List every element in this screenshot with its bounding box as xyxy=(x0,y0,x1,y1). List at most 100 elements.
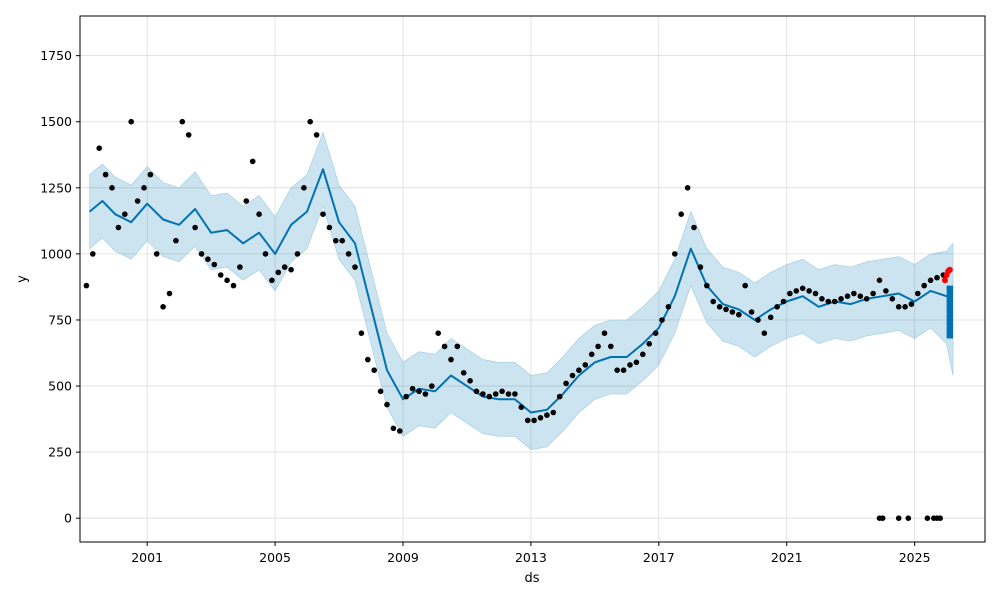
observed-point xyxy=(249,158,256,165)
observed-point xyxy=(531,417,537,424)
observed-point xyxy=(908,301,915,307)
observed-point xyxy=(652,330,659,337)
observed-point xyxy=(153,251,160,257)
observed-point xyxy=(608,343,614,350)
observed-point xyxy=(588,351,595,358)
x-tick-label: 2013 xyxy=(515,550,547,565)
observed-point xyxy=(275,269,282,276)
observed-point xyxy=(128,118,134,125)
observed-point xyxy=(831,298,838,305)
observed-point xyxy=(799,285,806,292)
observed-point xyxy=(384,401,390,408)
observed-point xyxy=(256,211,262,217)
observed-point xyxy=(544,412,550,418)
x-ticks: 2001 2005 2009 2013 2017 2021 2025 xyxy=(131,542,931,565)
observed-point xyxy=(326,224,333,231)
observed-point xyxy=(480,391,486,397)
observed-point xyxy=(761,330,768,337)
observed-point xyxy=(793,288,800,294)
observed-point xyxy=(416,388,422,395)
observed-point xyxy=(704,282,710,289)
observed-point xyxy=(422,391,429,397)
observed-point xyxy=(230,282,237,289)
observed-point xyxy=(294,251,301,257)
future-forecast-bar xyxy=(946,285,954,339)
observed-zero-point xyxy=(937,515,943,521)
observed-point xyxy=(595,343,601,350)
observed-point xyxy=(569,372,576,379)
observed-point xyxy=(435,330,442,337)
plot-frame xyxy=(79,15,986,543)
observed-point xyxy=(141,185,147,191)
observed-point xyxy=(614,367,620,374)
observed-point xyxy=(889,296,896,302)
observed-point xyxy=(166,290,173,297)
y-tick-label: 0 xyxy=(64,511,72,526)
observed-point xyxy=(895,304,902,310)
x-axis-title: ds xyxy=(524,571,539,586)
observed-point xyxy=(844,293,851,300)
x-tick-label: 2009 xyxy=(387,550,419,565)
observed-point xyxy=(678,211,684,217)
observed-point xyxy=(237,264,243,270)
x-tick-label: 2025 xyxy=(899,550,931,565)
y-tick-label: 1000 xyxy=(40,246,72,261)
observed-point xyxy=(684,185,691,191)
observed-point xyxy=(377,388,384,395)
observed-point xyxy=(870,290,876,297)
x-tick-label: 2017 xyxy=(643,550,675,565)
observed-point xyxy=(198,251,205,257)
observed-point xyxy=(550,409,557,416)
observed-point xyxy=(339,237,346,244)
x-tick-label: 2021 xyxy=(771,550,803,565)
observed-point xyxy=(806,288,812,294)
observed-point xyxy=(211,261,218,268)
observed-point xyxy=(691,224,697,231)
observed-point xyxy=(857,293,864,300)
observed-points xyxy=(83,118,953,521)
observed-point xyxy=(742,282,748,289)
observed-point xyxy=(333,237,339,244)
observed-point xyxy=(320,211,326,217)
observed-point xyxy=(665,304,672,310)
observed-point xyxy=(633,359,640,366)
observed-point xyxy=(403,393,410,400)
observed-point xyxy=(281,264,288,270)
observed-point xyxy=(429,383,435,389)
observed-point xyxy=(563,380,569,387)
observed-point xyxy=(774,304,780,310)
observed-point xyxy=(122,211,128,217)
observed-point xyxy=(192,224,198,231)
observed-point xyxy=(838,296,844,302)
observed-zero-point xyxy=(905,515,912,521)
y-tick-label: 750 xyxy=(48,312,72,327)
observed-point xyxy=(620,367,627,374)
observed-point xyxy=(390,425,397,432)
observed-point xyxy=(883,288,889,294)
x-tick-label: 2001 xyxy=(131,550,163,565)
observed-zero-point xyxy=(924,515,931,521)
y-ticks: 0 250 500 750 1000 1250 1500 1750 xyxy=(40,48,80,526)
observed-point xyxy=(288,266,294,273)
observed-point xyxy=(492,391,499,397)
observed-point xyxy=(109,185,115,191)
observed-point xyxy=(269,277,275,284)
observed-point xyxy=(371,367,378,374)
gridlines xyxy=(80,16,985,542)
observed-point xyxy=(736,311,742,318)
observed-point xyxy=(345,251,352,257)
observed-point xyxy=(518,404,525,411)
y-tick-label: 1500 xyxy=(40,114,72,129)
observed-point xyxy=(313,132,320,138)
observed-point xyxy=(467,378,473,384)
observed-point xyxy=(934,274,940,281)
observed-point xyxy=(601,330,608,337)
y-tick-label: 250 xyxy=(48,445,72,460)
observed-point xyxy=(659,317,665,323)
observed-point xyxy=(205,256,211,263)
observed-point xyxy=(96,145,102,151)
observed-point xyxy=(441,343,448,350)
observed-point xyxy=(460,370,467,376)
y-tick-label: 1750 xyxy=(40,48,72,63)
